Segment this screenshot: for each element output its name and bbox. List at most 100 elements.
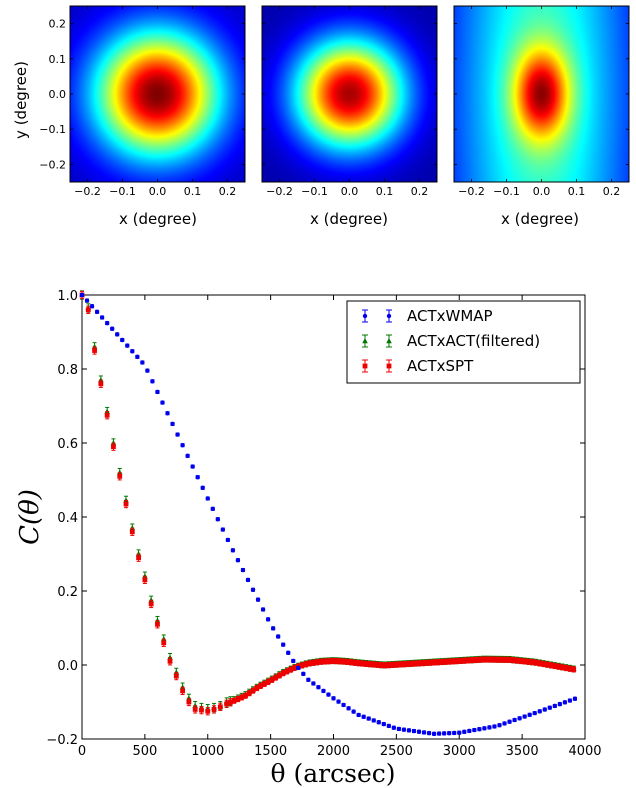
data-point [567,666,573,672]
heatmap-ytick-label: 0.2 [49,18,67,31]
data-point [420,660,426,666]
heatmap-panels: −0.2 −0.1 0.0 0.1 0.20.20.10.0−0.1−0.2−0.2 −0… [39,5,630,198]
data-point [235,557,241,563]
data-point [321,688,326,694]
data-point [291,658,296,664]
data-point [117,473,123,479]
data-point [277,672,282,678]
data-point [318,659,324,665]
data-point [150,379,155,384]
data-point [458,658,463,664]
legend-marker [386,313,392,319]
data-point [261,681,267,687]
data-point [307,660,313,666]
data-point [517,716,522,721]
data-point [224,701,230,707]
data-point [115,332,120,337]
heatmap-panel-2: −0.2 −0.1 0.0 0.1 0.2 [261,5,438,198]
legend-label: ACTxWMAP [407,307,493,325]
data-point [406,728,412,733]
data-point [346,706,351,711]
data-point [497,722,502,728]
data-point [85,307,91,313]
heatmap-ytick-label: 0.0 [49,88,67,101]
data-point [390,662,396,668]
data-point [376,720,381,725]
data-point [190,464,195,469]
xtick-label: 2000 [317,744,350,759]
xtick-label: 2500 [380,744,413,759]
data-point [401,727,407,732]
data-point [142,577,148,583]
heatmap-xtick-label: 0.0 [341,185,359,198]
data-point [275,634,281,639]
data-point [186,699,192,705]
data-point [476,657,482,663]
heatmap-xtick-label: −0.2 [266,185,293,198]
data-point [235,696,241,702]
data-point [265,679,271,685]
data-point [532,710,537,716]
data-point [386,662,392,668]
data-point [331,696,336,701]
data-point [210,506,215,512]
data-point [401,661,407,667]
data-point [239,694,245,700]
data-point [211,707,217,712]
data-point [329,658,335,664]
data-point [382,662,388,668]
data-point [443,659,448,665]
legend-marker [362,313,368,319]
data-point [446,659,452,664]
data-point [462,729,467,735]
data-point [254,685,260,691]
data-point [421,730,427,735]
data-point [130,349,135,354]
heatmap-xtick-label: 0.1 [184,185,202,198]
data-point [562,700,568,705]
data-point [173,673,179,679]
data-point [356,660,362,666]
data-point [537,709,542,714]
data-point [416,660,422,666]
data-point [352,660,358,666]
data-point [99,315,105,320]
data-point [89,304,95,309]
main-ylabel: C(θ) [15,489,45,545]
heatmap-xtick-label: 0.1 [376,185,394,198]
data-point [301,671,306,677]
data-point [454,658,460,664]
data-point [333,658,339,664]
data-point [409,661,414,667]
data-point [326,692,331,697]
data-point [393,662,399,668]
data-point [273,675,279,680]
data-point [145,368,150,373]
data-point [405,661,411,667]
data-point [265,617,271,622]
series-ACTxWMAP [79,292,578,737]
data-point [439,659,445,665]
data-point [175,432,180,437]
data-point [556,664,561,670]
data-point [322,659,328,664]
data-point [435,659,441,665]
data-point [563,665,569,671]
xtick-label: 4000 [568,744,601,759]
data-point [220,527,226,532]
data-point [363,661,369,667]
xtick-label: 500 [132,744,157,759]
data-point [572,696,578,701]
data-point [510,657,516,663]
data-point [467,728,472,734]
data-point [351,709,356,714]
data-point [366,716,371,721]
data-point [288,667,294,672]
data-point [136,555,141,561]
data-point [452,730,457,736]
data-point [411,728,417,734]
data-point [310,660,316,666]
data-point [286,650,291,655]
data-point [381,721,386,727]
